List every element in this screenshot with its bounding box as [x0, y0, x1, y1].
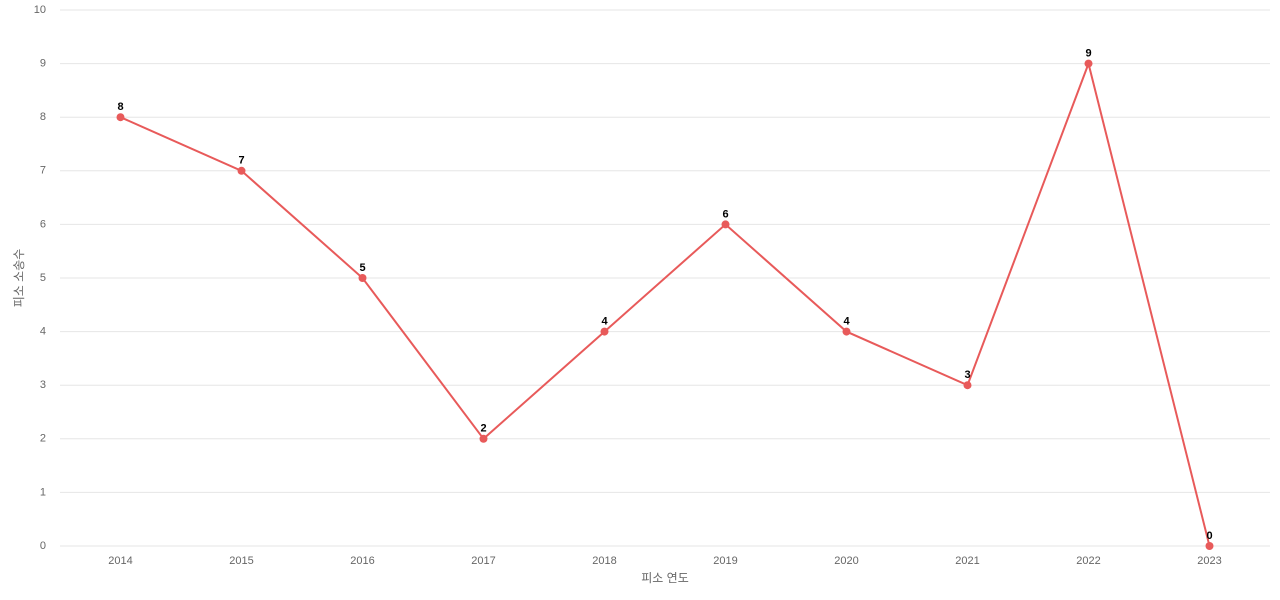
data-point	[358, 274, 367, 282]
data-label: 8	[117, 101, 123, 113]
data-point	[600, 327, 609, 336]
x-tick-label: 2015	[229, 555, 253, 567]
x-tick-label: 2023	[1197, 555, 1221, 567]
data-point	[1084, 59, 1093, 68]
x-tick-label: 2014	[108, 555, 132, 567]
x-tick-label: 2016	[350, 555, 374, 567]
y-axis-label: 피소 소송수	[12, 249, 26, 308]
x-tick-label: 2020	[834, 555, 858, 567]
data-label: 4	[601, 316, 608, 328]
data-label: 3	[964, 369, 970, 381]
data-label: 4	[843, 316, 850, 328]
y-tick-label: 1	[40, 486, 46, 498]
x-tick-label: 2021	[955, 555, 979, 567]
y-tick-label: 10	[34, 4, 46, 16]
data-point	[963, 381, 972, 390]
data-label: 5	[359, 262, 365, 274]
data-label: 2	[480, 423, 486, 435]
data-point	[479, 434, 488, 443]
data-label: 0	[1206, 530, 1212, 542]
y-tick-label: 0	[40, 540, 46, 552]
y-tick-label: 8	[40, 111, 46, 123]
y-tick-label: 3	[40, 379, 46, 391]
x-tick-label: 2022	[1076, 555, 1100, 567]
data-point	[1205, 542, 1214, 550]
data-point	[237, 166, 246, 175]
y-tick-label: 7	[40, 165, 46, 177]
x-axis-label: 피소 연도	[641, 571, 689, 585]
data-label: 7	[238, 155, 244, 167]
data-label: 9	[1085, 48, 1091, 60]
y-tick-label: 2	[40, 433, 46, 445]
data-point	[116, 113, 125, 122]
data-label: 6	[722, 208, 728, 220]
x-tick-label: 2018	[592, 555, 616, 567]
y-tick-label: 9	[40, 58, 46, 70]
data-line	[120, 60, 1211, 547]
x-tick-label: 2019	[713, 555, 737, 567]
y-tick-label: 5	[40, 272, 46, 284]
data-point	[842, 327, 851, 336]
y-tick-label: 4	[40, 326, 46, 338]
y-tick-label: 6	[40, 218, 46, 230]
x-tick-label: 2017	[471, 555, 495, 567]
data-point	[721, 220, 730, 229]
